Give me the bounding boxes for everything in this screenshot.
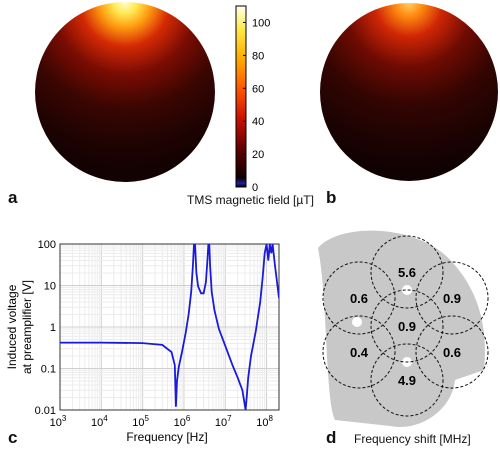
colorbar-tick-label: 100 — [252, 17, 270, 29]
colorbar-label: TMS magnetic field [µT] — [187, 193, 314, 207]
coil-label: 5.6 — [398, 265, 416, 280]
panel-letter-a: a — [8, 188, 18, 207]
coil-circle — [370, 343, 444, 417]
coil-label: 0.6 — [350, 291, 368, 306]
x-tick-label: 108 — [256, 414, 273, 429]
colorbar-tick-label: 80 — [252, 50, 264, 62]
hole-top — [402, 285, 412, 295]
chart-c-series-line — [60, 244, 279, 410]
colorbar-tick-label: 40 — [252, 116, 264, 128]
panel-letter-c: c — [8, 428, 18, 447]
y-tick-label: 1 — [50, 322, 56, 334]
diagram-d-caption: Frequency shift [MHz] — [354, 432, 471, 446]
x-tick-label: 104 — [91, 414, 108, 429]
chart-c: 0.01 0.1 1 10 100 103 104 105 106 107 108 Frequenc… — [5, 239, 280, 444]
heatmap-a-disc — [35, 2, 215, 182]
heatmap-b — [320, 3, 498, 181]
chart-c-grid — [59, 243, 280, 411]
x-tick-label: 103 — [50, 414, 67, 429]
colorbar-tick-label: 20 — [252, 149, 264, 161]
coil-label: 4.9 — [398, 373, 416, 388]
coil-diagram-d: 5.6 0.6 0.9 0.9 0.4 0.6 4.9 — [318, 230, 489, 427]
y-tick-label: 100 — [38, 239, 56, 251]
heatmap-a — [35, 2, 215, 182]
coil-circle — [415, 315, 489, 389]
coil-label: 0.9 — [443, 291, 461, 306]
colorbar-ticks: 0 20 40 60 80 100 — [243, 17, 270, 194]
colorbar-tick-label: 60 — [252, 83, 264, 95]
coil-circle — [370, 235, 444, 309]
x-tick-label: 107 — [215, 414, 232, 429]
chart-c-ticks: 0.01 0.1 1 10 100 103 104 105 106 107 108 — [35, 239, 274, 429]
colorbar: 0 20 40 60 80 100 — [235, 5, 270, 194]
panel-letter-b: b — [326, 188, 337, 207]
coil-circles: 5.6 0.6 0.9 0.9 0.4 0.6 4.9 — [322, 235, 489, 417]
chart-c-frame — [59, 243, 280, 411]
panel-letter-d: d — [326, 428, 337, 447]
heatmap-b-disc — [320, 3, 498, 181]
coil-circle — [370, 289, 444, 363]
chart-c-xlabel: Frequency [Hz] — [126, 430, 207, 444]
x-tick-label: 106 — [174, 414, 191, 429]
coil-label: 0.4 — [350, 345, 369, 360]
colorbar-gradient — [235, 5, 247, 188]
coil-circle — [415, 261, 489, 335]
y-tick-label: 0.1 — [41, 364, 56, 376]
chart-c-ylabel-line1: Induced voltage — [5, 284, 19, 369]
coil-circle — [322, 315, 396, 389]
x-tick-label: 105 — [132, 414, 149, 429]
y-tick-label: 0.01 — [35, 405, 56, 417]
hole-left — [352, 317, 362, 327]
y-tick-label: 10 — [44, 281, 56, 293]
coil-label: 0.9 — [398, 319, 416, 334]
coil-substrate — [318, 230, 485, 427]
coil-circle — [322, 261, 396, 335]
colorbar-tick-label: 0 — [252, 182, 258, 194]
coil-label: 0.6 — [443, 345, 461, 360]
chart-c-ylabel-line2: at preamplifier [V] — [20, 280, 34, 374]
